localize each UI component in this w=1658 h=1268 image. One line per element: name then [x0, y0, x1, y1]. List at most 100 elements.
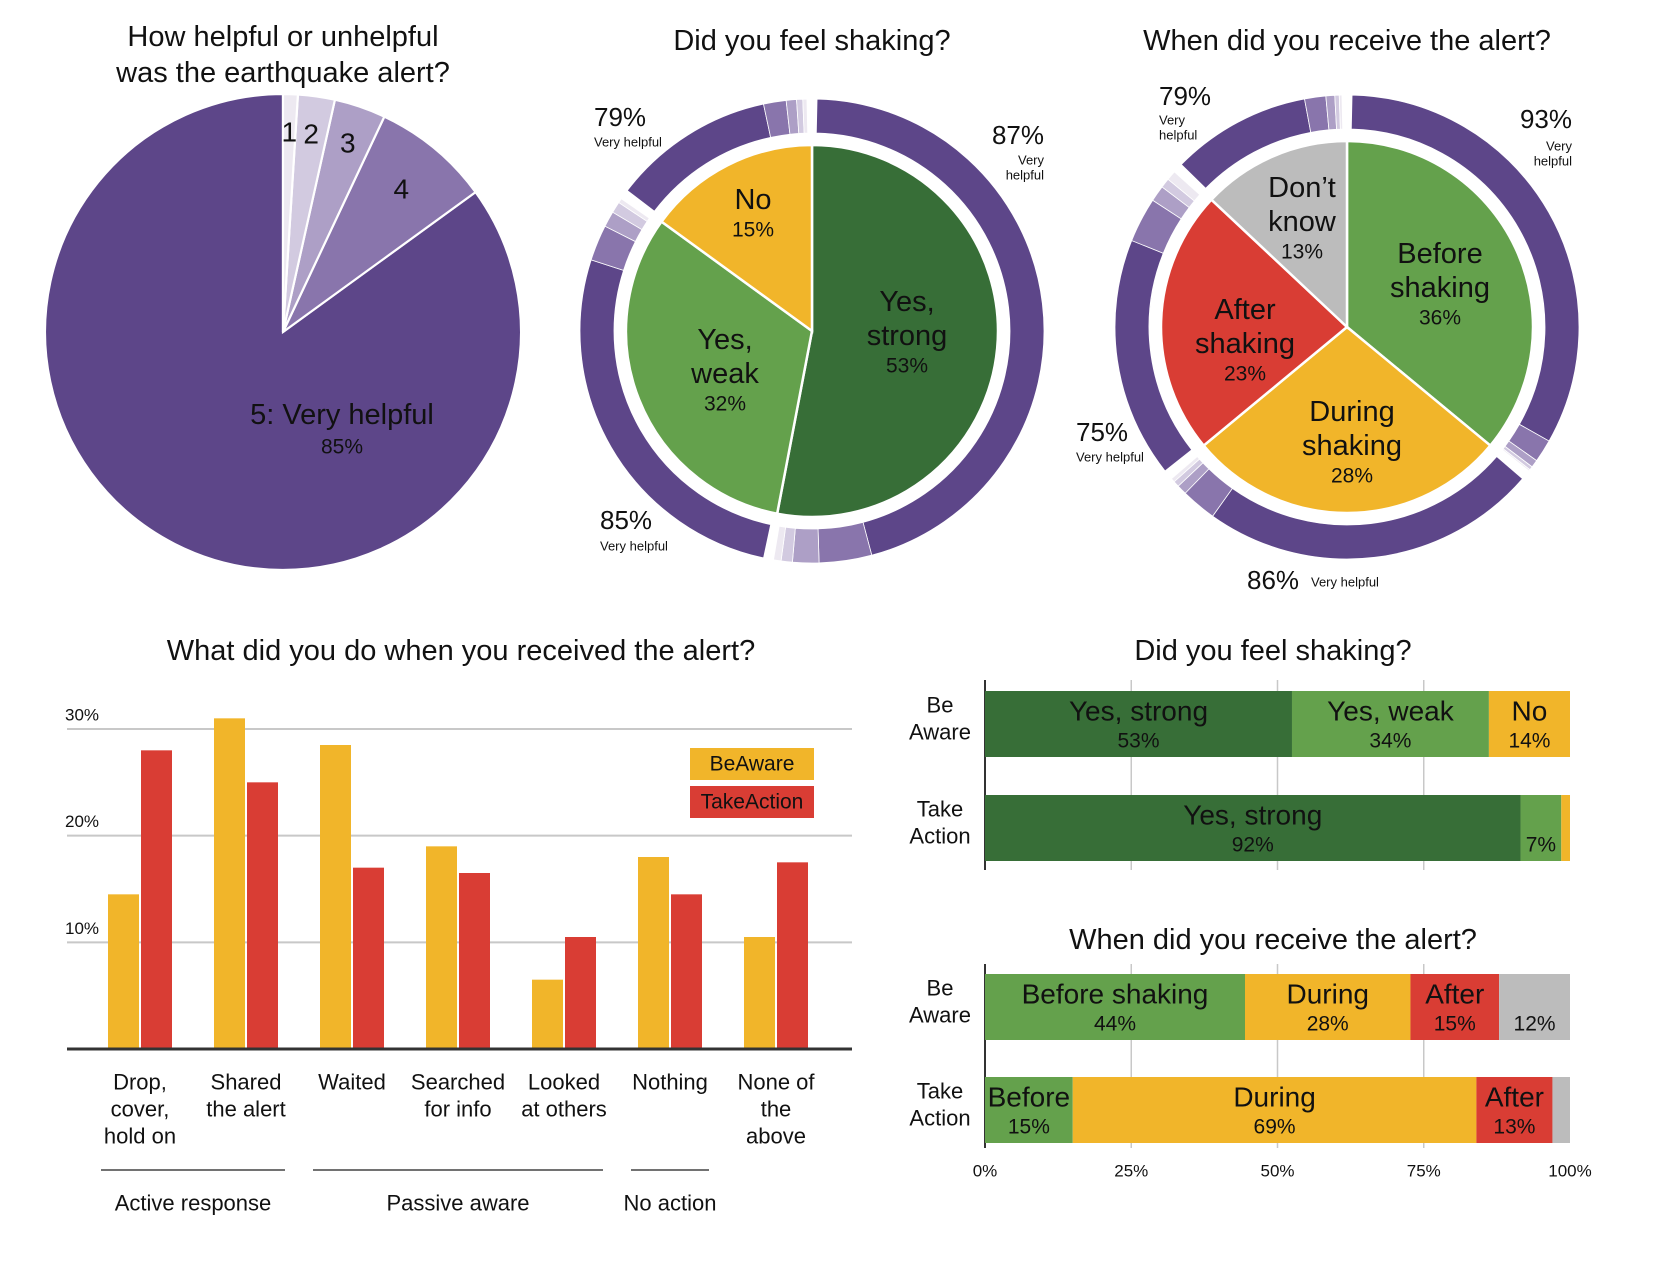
legend-label: BeAware [710, 753, 795, 776]
slice-label: 4 [394, 173, 410, 204]
slice-label: know [1268, 206, 1337, 238]
chart-title: When did you receive the alert? [1069, 924, 1477, 956]
ring-segment-yes-strong-2 [817, 521, 873, 564]
ring-segment-yes-weak-5 [618, 198, 650, 222]
ring-segment-after-5 [1167, 171, 1201, 202]
ring-segment-during-5 [1170, 455, 1201, 483]
slice-label: 5: Very helpful [250, 399, 434, 431]
ring-caption: Very [1159, 113, 1186, 128]
slice-value: 28% [1331, 465, 1373, 488]
x-category-label: Shared [211, 1070, 282, 1095]
slice-label: shaking [1195, 328, 1295, 360]
slice-label: Before [1397, 238, 1482, 270]
chart-title: Did you feel shaking? [673, 25, 950, 57]
slice-label: 1 [281, 117, 297, 148]
ring-caption: Very helpful [1076, 450, 1144, 465]
segment-label: Before shaking [1022, 979, 1209, 1010]
slice-label: Yes, [879, 286, 934, 318]
bar-searched-beaware [426, 846, 457, 1049]
x-category-label: cover, [111, 1097, 170, 1122]
x-category-label: Searched [411, 1070, 505, 1095]
slice-label: shaking [1390, 272, 1490, 304]
bar-segment-take-action-after [1476, 1077, 1553, 1143]
ring-percent: 79% [1159, 81, 1211, 111]
x-category-label: hold on [104, 1124, 176, 1149]
slice-label: weak [690, 358, 759, 390]
ring-caption: Very helpful [600, 539, 668, 554]
ring-percent: 87% [992, 120, 1044, 150]
chart-timing-stacked: When did you receive the alert? BeAware Be… [909, 924, 1592, 1181]
group-label: Active response [115, 1191, 272, 1216]
x-category-label: at others [521, 1097, 607, 1122]
ring-percent: 85% [600, 505, 652, 535]
segment-value: 53% [1117, 730, 1159, 753]
slice-label: 3 [340, 127, 356, 158]
segment-value: 28% [1307, 1013, 1349, 1036]
bar-segment-take-action-before [985, 1077, 1073, 1143]
ring-percent: 75% [1076, 417, 1128, 447]
ring-percent: 93% [1520, 104, 1572, 134]
donut-slice-no [659, 143, 814, 334]
x-category-label: Drop, [113, 1070, 167, 1095]
x-category-label: None of [737, 1070, 815, 1095]
slice-label: No [734, 184, 771, 216]
bar-segment-be-aware-dont-know [1499, 974, 1570, 1040]
bar-searched-takeaction [459, 873, 490, 1049]
bar-segment-take-action-during [1072, 1077, 1477, 1143]
bar-segment-be-aware-during [1245, 974, 1411, 1040]
x-tick-label: 25% [1114, 1162, 1148, 1181]
donut-slice-dont-know [1209, 139, 1349, 330]
segment-label: Yes, strong [1069, 696, 1208, 727]
ring-caption: helpful [1534, 154, 1572, 169]
x-tick-label: 50% [1260, 1162, 1294, 1181]
chart-timing-donut: When did you receive the alert?Beforesha… [1076, 25, 1580, 595]
segment-value: 7% [1526, 834, 1556, 857]
ring-caption: Very [1546, 139, 1573, 154]
donut-slice-during [1201, 325, 1493, 515]
segment-label: Before [988, 1082, 1071, 1113]
x-category-label: for info [424, 1097, 491, 1122]
chart-title: How helpful or unhelpful [127, 21, 438, 53]
bar-none-beaware [744, 937, 775, 1049]
segment-value: 69% [1254, 1116, 1296, 1139]
bar-waited-beaware [320, 745, 351, 1049]
row-label: Take [917, 1079, 963, 1104]
ring-percent: 79% [594, 102, 646, 132]
x-category-label: Nothing [632, 1070, 708, 1095]
x-tick-label: 75% [1407, 1162, 1441, 1181]
row-label: Aware [909, 1003, 971, 1028]
donut-slice-yes-strong [775, 143, 1000, 519]
donut-slice-yes-weak [624, 219, 814, 516]
donut-slice-after [1159, 197, 1349, 448]
bar-shared-takeaction [247, 782, 278, 1049]
slice-value: 13% [1281, 241, 1323, 264]
chart-title: What did you do when you received the al… [167, 635, 755, 667]
ring-segment-before-5 [1501, 448, 1531, 472]
row-label: Be [927, 976, 954, 1001]
segment-value: 13% [1493, 1116, 1535, 1139]
y-tick-label: 20% [65, 812, 99, 831]
ring-caption: Very helpful [594, 135, 662, 150]
bar-drop-beaware [108, 894, 139, 1049]
ring-segment-no-5 [802, 98, 809, 134]
segment-label: Yes, strong [1183, 800, 1322, 831]
slice-value: 23% [1224, 363, 1266, 386]
slice-value: 53% [886, 355, 928, 378]
chart-actions: What did you do when you received the al… [65, 635, 852, 1216]
ring-percent: 86% [1247, 565, 1299, 595]
slice-label: After [1214, 294, 1276, 326]
legend-label: TakeAction [701, 791, 804, 814]
x-category-label: Looked [528, 1070, 600, 1095]
row-label: Be [927, 693, 954, 718]
bar-segment-take-action-yes-strong [985, 795, 1521, 861]
ring-segment-yes-strong-1 [815, 98, 1045, 556]
chart-shaking-donut: Did you feel shaking?Yes,strong53%87%Ver… [579, 25, 1045, 564]
bar-nothing-takeaction [671, 894, 702, 1049]
legend-swatch-takeaction [690, 786, 814, 818]
bar-segment-be-aware-yes-weak [1291, 691, 1489, 757]
segment-value: 12% [1514, 1013, 1556, 1036]
segment-label: After [1425, 979, 1484, 1010]
chart-shaking-stacked: Did you feel shaking? BeAware Yes, strong 5… [909, 635, 1570, 870]
ring-segment-dont-know-5 [1338, 94, 1344, 130]
row-label: Action [909, 1106, 970, 1131]
